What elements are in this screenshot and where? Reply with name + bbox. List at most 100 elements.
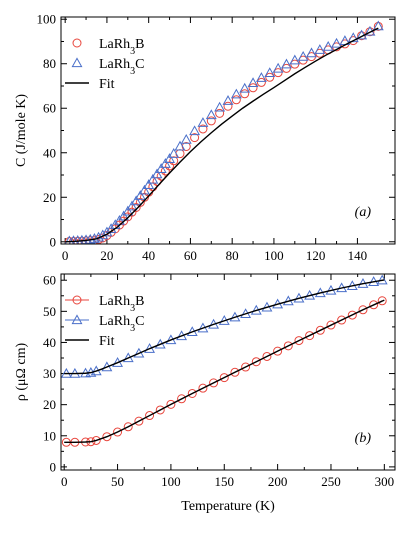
data-point — [239, 82, 251, 93]
y-tick-label: 0 — [50, 234, 57, 249]
data-point — [289, 54, 301, 65]
data-point — [230, 367, 240, 377]
x-tick-label: 80 — [226, 248, 239, 263]
data-point — [209, 378, 219, 388]
series-line — [64, 299, 385, 444]
data-point — [247, 77, 259, 88]
data-point — [145, 411, 155, 421]
y-tick-label: 30 — [43, 366, 56, 381]
legend-label: LaRh3C — [99, 314, 144, 334]
data-point — [206, 116, 216, 126]
data-point — [123, 422, 133, 432]
data-point — [306, 47, 317, 58]
x-axis-label: Temperature (K) — [181, 499, 275, 514]
legend-entry: LaRh3B — [72, 37, 144, 57]
y-tick-label: 80 — [43, 56, 56, 71]
data-point — [101, 226, 113, 237]
legend-entry: Fit — [65, 77, 115, 92]
data-point — [230, 88, 242, 99]
data-point — [147, 173, 159, 184]
data-point — [240, 89, 250, 99]
x-tick-label: 100 — [264, 248, 284, 263]
x-tick-label: 200 — [268, 474, 288, 489]
data-point — [331, 37, 342, 48]
data-point — [122, 205, 134, 216]
data-point — [255, 72, 267, 82]
x-tick-label: 20 — [100, 248, 113, 263]
data-point — [91, 435, 101, 445]
y-tick-label: 20 — [43, 190, 56, 205]
legend-entry: LaRh3C — [71, 57, 144, 77]
data-point — [159, 158, 171, 168]
data-point — [369, 300, 379, 310]
data-point — [281, 63, 291, 73]
y-tick-label: 40 — [43, 145, 56, 160]
data-point — [219, 373, 229, 383]
data-point — [256, 77, 266, 87]
x-tick-label: 40 — [142, 248, 155, 263]
data-point — [139, 184, 150, 195]
series-larh3c — [64, 20, 384, 244]
data-point — [197, 117, 209, 127]
y-tick-label: 10 — [43, 428, 56, 443]
legend-label: Fit — [99, 334, 115, 349]
legend-swatch-marker — [72, 295, 82, 305]
legend-swatch-marker — [71, 314, 83, 325]
series-fit — [64, 279, 385, 375]
legend-label: LaRh3B — [99, 37, 144, 57]
x-tick-label: 0 — [61, 474, 68, 489]
x-tick-label: 60 — [184, 248, 197, 263]
data-point — [164, 153, 175, 163]
legend-label: LaRh3C — [99, 57, 144, 77]
data-point — [102, 432, 112, 442]
data-point — [222, 95, 234, 105]
panel-a-specific-heat: 0 20 40 60 80 100 120 140 0 20 40 60 80 100 C (J/mole … — [14, 12, 396, 263]
data-point — [198, 383, 208, 393]
data-point — [118, 210, 130, 221]
data-point — [155, 405, 165, 415]
data-point — [357, 31, 367, 41]
x-tick-label: 120 — [306, 248, 326, 263]
data-point — [294, 336, 304, 346]
legend-entry: LaRh3C — [65, 314, 144, 334]
data-point — [214, 101, 226, 112]
data-point — [174, 140, 186, 151]
data-point — [377, 296, 387, 306]
data-point — [215, 108, 225, 118]
data-point — [265, 72, 275, 82]
data-point — [273, 68, 283, 78]
y-tick-label: 20 — [43, 397, 56, 412]
x-tick-label: 50 — [111, 474, 124, 489]
plot-frame — [60, 16, 396, 245]
series-larh3b — [64, 21, 383, 244]
data-point — [134, 190, 146, 200]
data-point — [314, 44, 326, 54]
legend-swatch-marker — [71, 57, 83, 68]
legend-entry: LaRh3B — [65, 294, 144, 314]
y-tick-label: 60 — [43, 273, 56, 288]
x-tick-label: 0 — [62, 248, 69, 263]
data-point — [166, 399, 176, 409]
plot-area — [64, 20, 384, 244]
x-tick-label: 250 — [321, 474, 341, 489]
data-point — [180, 133, 192, 144]
x-tick-label: 140 — [348, 248, 368, 263]
data-point — [281, 58, 292, 69]
y-tick-label: 100 — [37, 12, 57, 27]
data-point — [297, 50, 309, 61]
data-point — [113, 427, 123, 437]
plot-frame — [60, 273, 396, 471]
data-point — [264, 67, 276, 78]
y-axis-label: C (J/mole K) — [14, 94, 29, 167]
data-point — [241, 362, 251, 372]
data-point — [189, 125, 201, 136]
data-point — [347, 32, 359, 43]
data-point — [283, 341, 293, 351]
data-point — [251, 357, 261, 367]
data-point — [358, 305, 368, 315]
data-point — [376, 274, 388, 285]
data-point — [372, 20, 384, 31]
